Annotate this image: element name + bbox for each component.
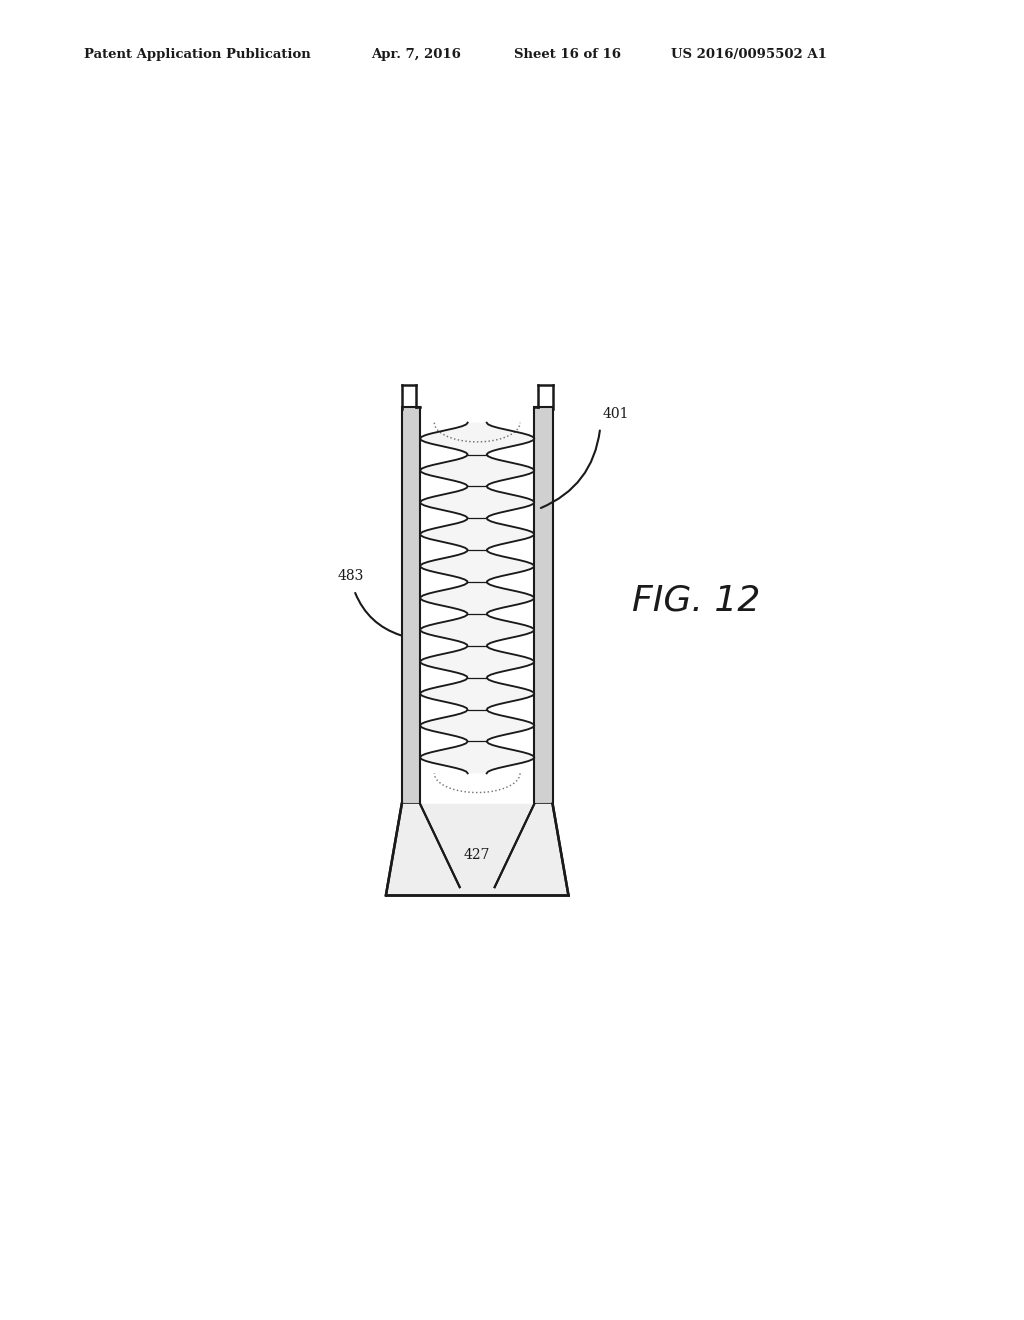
Polygon shape (420, 422, 535, 774)
Text: US 2016/0095502 A1: US 2016/0095502 A1 (671, 48, 826, 61)
Text: 427: 427 (464, 847, 490, 862)
Text: 483: 483 (338, 569, 364, 583)
Text: Apr. 7, 2016: Apr. 7, 2016 (371, 48, 461, 61)
Text: Patent Application Publication: Patent Application Publication (84, 48, 310, 61)
Polygon shape (386, 804, 568, 895)
Text: FIG. 12: FIG. 12 (632, 583, 760, 618)
Text: 401: 401 (602, 407, 629, 421)
Polygon shape (401, 408, 420, 804)
Polygon shape (535, 408, 553, 804)
Text: Sheet 16 of 16: Sheet 16 of 16 (514, 48, 621, 61)
